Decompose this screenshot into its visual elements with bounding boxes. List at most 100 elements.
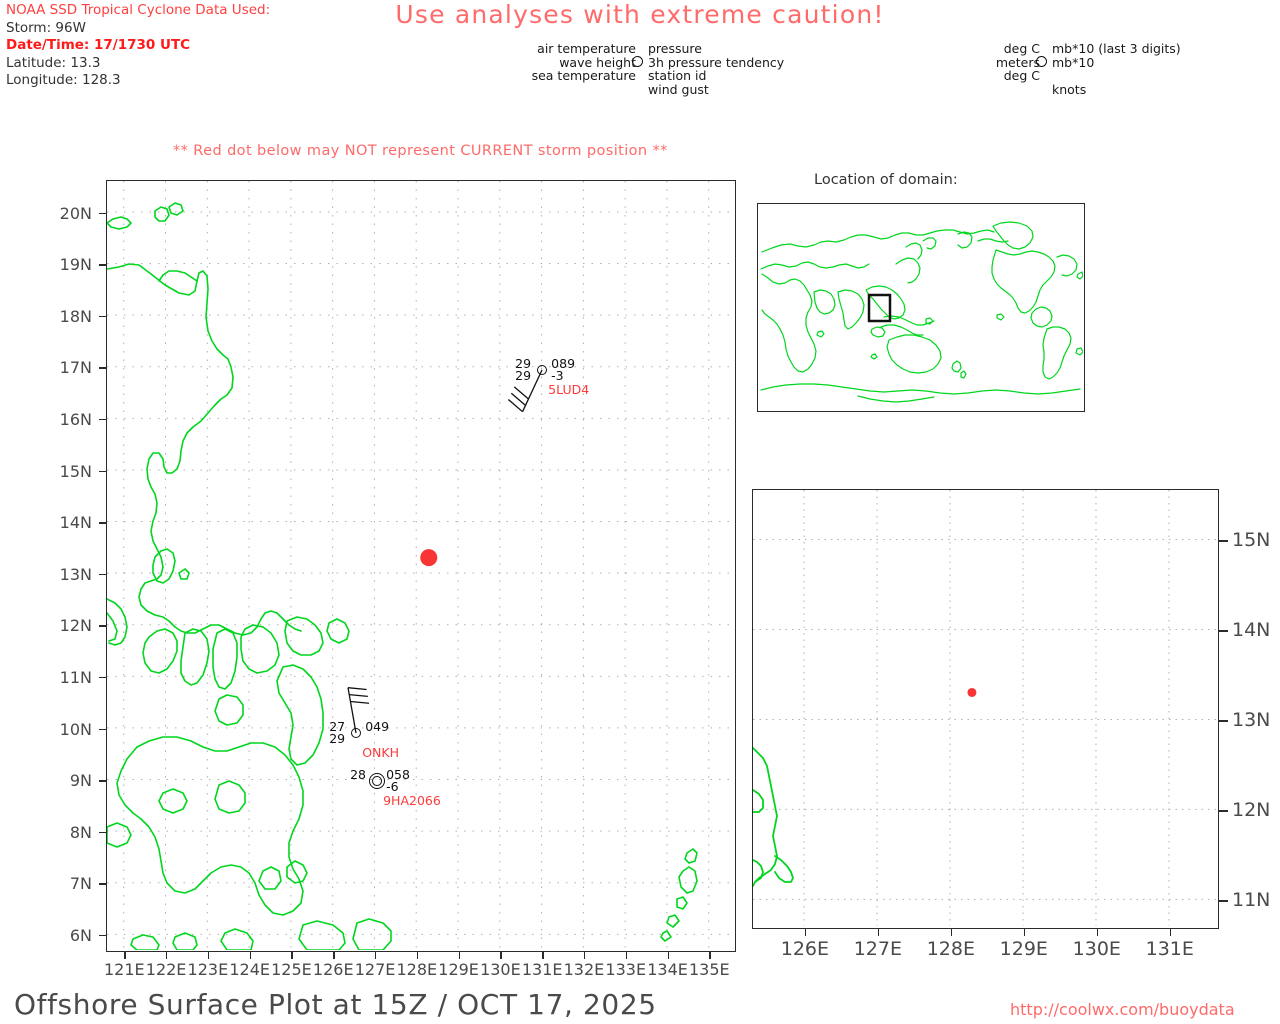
main-xtick-mark [375,952,377,959]
station-circle-icon [632,56,643,67]
main-ytick-label: 9N [69,771,92,791]
legend-units-degc-2: deg C [1003,68,1040,83]
station-air-temperature: 29 [515,355,532,371]
legend-units-row-windgust: knots [988,81,1232,97]
main-ytick-mark [99,367,106,369]
main-xtick-mark [207,952,210,959]
main-ytick-label: 10N [59,719,92,739]
main-xtick-label: 125E [271,960,312,979]
main-xtick-mark [333,952,335,959]
world-map-title: Location of domain: [814,172,958,188]
main-xtick-label: 129E [438,960,479,979]
main-xtick-label: 131E [521,960,563,979]
main-xtick-label: 122E [145,960,187,979]
legend-wave-height-label: wave height [559,54,636,70]
inset-ytick-label: 13N [1232,709,1271,732]
legend-row-tendency: wave height 3h pressure tendency [524,54,818,70]
inset-xtick-label: 126E [780,938,830,960]
storm-position-dot [420,549,438,567]
main-ytick-mark [99,934,106,937]
main-ytick-mark [99,418,106,421]
legend-pressure-tendency-label: 3h pressure tendency [648,54,785,70]
station-symbol-outer-circle-icon [369,773,386,790]
main-map-gridlines [107,181,734,950]
legend-sea-temperature-label: sea temperature [531,68,636,83]
main-ytick-label: 19N [59,255,92,275]
inset-xtick-label: 131E [1145,938,1194,960]
storm-info-header: NOAA SSD Tropical Cyclone Data Used: Sto… [6,2,270,90]
inset-xtick-label: 128E [926,938,975,960]
legend-wind-gust-label: wind gust [648,81,709,97]
main-xtick-mark [583,952,586,959]
main-ytick-label: 20N [59,203,92,223]
main-xtick-mark [667,952,669,959]
main-ytick-mark [99,780,106,782]
inset-map-coastlines [753,747,794,887]
main-ytick-mark [99,573,106,576]
inset-xtick-label: 129E [999,938,1048,960]
station-model-legend-left: air temperature pressure wave height 3h pr… [524,42,818,96]
legend-units-mb-digits: mb*10 (last 3 digits) [1052,41,1181,56]
main-ytick-label: 7N [69,874,92,894]
inset-ytick-label: 15N [1232,529,1271,552]
station-pressure: 089 [551,355,576,371]
main-map-panel[interactable] [106,180,736,952]
main-ytick-mark [99,831,106,834]
main-ytick-mark [99,470,106,472]
zoom-inset-map[interactable] [752,489,1219,929]
main-xtick-mark [249,952,252,959]
header-longitude-line: Longitude: 128.3 [6,72,121,88]
main-ytick-mark [99,883,106,885]
inset-xtick-label: 130E [1072,938,1121,960]
main-xtick-label: 134E [647,960,688,979]
station-air-temperature: 27 [329,718,346,734]
station-pressure-tendency: -3 [551,367,564,383]
main-xtick-mark [291,952,293,959]
main-ytick-mark [99,212,106,214]
main-ytick-label: 17N [59,358,92,378]
station-sea-temperature: 29 [329,730,346,746]
main-xtick-mark [416,952,419,959]
main-ytick-mark [99,625,106,627]
caution-banner: Use analyses with extreme caution! [395,0,885,29]
station-id-label: 5LUD4 [548,381,590,397]
station-circle-units-icon [1036,56,1047,67]
main-xtick-mark [542,952,544,959]
legend-units-row-stationid: deg C [988,69,1232,83]
inset-ytick-mark [1219,900,1228,902]
main-xtick-mark [709,952,711,959]
main-ytick-mark [99,315,106,318]
domain-box [867,293,892,323]
main-ytick-mark [99,728,106,730]
legend-units-knots: knots [1052,81,1087,97]
world-map-canvas [760,221,1083,403]
legend-row-stationid: sea temperature station id [524,69,818,83]
inset-xtick-mark [1169,929,1172,936]
world-coastlines [760,221,1083,403]
source-url[interactable]: http://coolwx.com/buoydata [1010,1000,1235,1019]
station-sea-temperature: 29 [515,367,532,383]
main-ytick-label: 13N [59,564,92,584]
legend-units-row-pressure: deg C mb*10 (last 3 digits) [988,42,1232,56]
main-xtick-mark [124,952,126,959]
inset-map-canvas [753,490,1216,926]
main-xtick-label: 133E [605,960,647,979]
inset-ytick-mark [1219,720,1228,722]
station-air-temperature: 28 [350,767,367,783]
main-ytick-label: 8N [69,822,92,842]
station-id-label: ONKH [362,744,400,760]
main-xtick-label: 135E [688,960,730,979]
inset-xtick-mark [877,929,880,936]
main-xtick-label: 132E [563,960,605,979]
main-xtick-label: 124E [229,960,270,979]
legend-station-id-label: station id [648,68,707,83]
main-xtick-label: 126E [312,960,354,979]
world-locator-map[interactable] [757,203,1085,412]
main-xtick-label: 130E [480,960,521,979]
legend-row-pressure: air temperature pressure [524,42,818,56]
legend-units-meters: meters [995,54,1040,70]
main-xtick-mark [166,952,168,959]
main-ytick-mark [99,264,106,266]
main-ytick-mark [99,522,106,524]
legend-pressure-label: pressure [648,41,702,56]
